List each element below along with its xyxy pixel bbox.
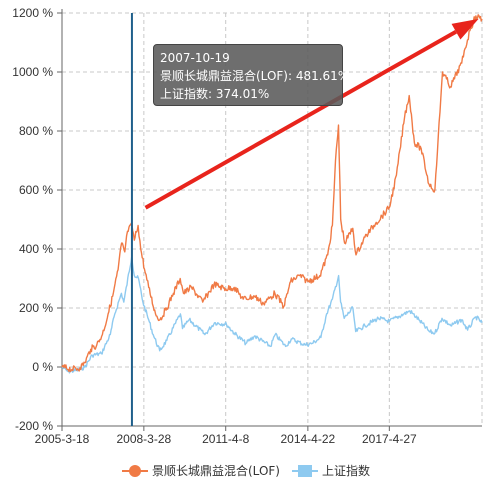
legend-fund-label: 景顺长城鼎益混合(LOF) (152, 464, 280, 478)
y-tick-label: 1000 % (12, 65, 53, 79)
tooltip-fund-value: 景顺长城鼎益混合(LOF): 481.61% (160, 69, 350, 83)
y-tick-label: -200 % (15, 419, 53, 433)
legend-item-fund[interactable]: 景顺长城鼎益混合(LOF) (122, 462, 292, 480)
y-tick-label: 600 % (19, 183, 53, 197)
x-tick-label: 2011-4-8 (202, 432, 249, 446)
arrow-shaft (144, 29, 457, 210)
x-tick-label: 2008-3-28 (116, 432, 171, 446)
line-chart: -200 % 0 % 200 % 400 % 600 % 800 % 1000 % 1200 … (12, 6, 483, 446)
index-series-line (61, 256, 483, 374)
y-tick-label: 200 % (19, 301, 53, 315)
tooltip-index-value: 上证指数: 374.01% (160, 87, 270, 101)
axes: -200 % 0 % 200 % 400 % 600 % 800 % 1000 % 1200 … (12, 6, 482, 446)
legend-index-box-icon (298, 465, 312, 477)
x-tick-label: 2005-3-18 (35, 432, 90, 446)
legend-index-label: 上证指数 (322, 464, 371, 478)
legend-item-index[interactable]: 上证指数 (292, 462, 392, 480)
legend: 景顺长城鼎益混合(LOF) 上证指数 (0, 462, 492, 480)
y-tick-label: 400 % (19, 242, 53, 256)
arrow-head (451, 18, 479, 40)
annotations (130, 13, 479, 426)
y-tick-label: 0 % (32, 360, 53, 374)
tooltip-date: 2007-10-19 (160, 51, 230, 65)
x-tick-label: 2014-4-22 (280, 432, 335, 446)
x-tick-label: 2017-4-27 (362, 432, 417, 446)
y-tick-label: 800 % (19, 124, 53, 138)
y-tick-label: 1200 % (12, 6, 53, 20)
tooltip: 2007-10-19 景顺长城鼎益混合(LOF): 481.61% 上证指数: … (153, 44, 350, 106)
legend-fund-dot-icon (129, 465, 141, 477)
